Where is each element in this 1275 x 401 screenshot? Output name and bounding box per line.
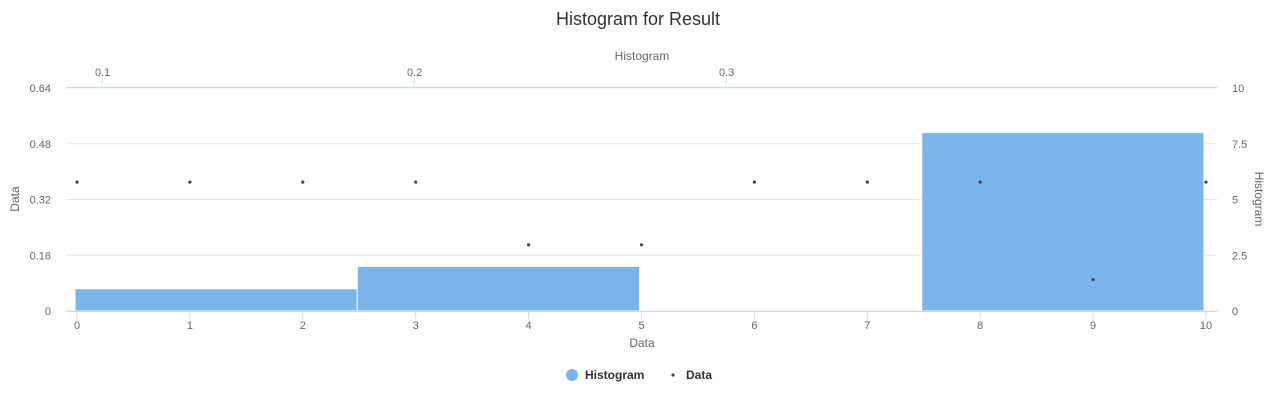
left-y-tick-label: 0.48 (30, 139, 51, 151)
top-x-tick-label: 0.2 (407, 67, 422, 79)
right-y-tick-label: 0 (1232, 306, 1238, 318)
bottom-x-tick-label: 7 (864, 320, 870, 332)
histogram-bar (921, 132, 1205, 312)
right-y-tick-label: 2.5 (1232, 250, 1247, 262)
legend-data-marker (671, 373, 675, 377)
data-point (865, 180, 869, 184)
left-y-tick-label: 0.16 (30, 250, 51, 262)
left-axis-title: Data (8, 186, 22, 212)
data-point (978, 180, 982, 184)
data-point (301, 180, 305, 184)
data-point (75, 180, 79, 184)
data-point (752, 180, 757, 184)
top-axis-title: Histogram (615, 49, 670, 63)
legend-histogram-label: Histogram (585, 368, 644, 382)
bottom-x-tick-label: 8 (977, 320, 983, 332)
legend-item-histogram[interactable]: Histogram (566, 368, 644, 382)
right-y-tick-label: 10 (1232, 83, 1244, 95)
chart-title: Histogram for Result (556, 9, 720, 29)
bottom-x-tick-label: 9 (1090, 320, 1096, 332)
histogram-bar (74, 288, 358, 312)
right-y-tick-label: 7.5 (1232, 139, 1247, 151)
top-x-tick-label: 0.1 (95, 67, 110, 79)
left-y-tick-label: 0.64 (30, 83, 51, 95)
data-point (1204, 180, 1208, 184)
bottom-x-tick-label: 4 (526, 320, 532, 332)
histogram-bar (356, 265, 640, 312)
data-point (188, 180, 192, 184)
legend: Histogram Data (566, 368, 712, 382)
data-point (527, 243, 531, 247)
left-y-tick-label: 0.32 (30, 195, 51, 207)
bottom-x-tick-label: 5 (638, 320, 644, 332)
legend-data-label: Data (686, 368, 712, 382)
legend-item-data[interactable]: Data (671, 368, 712, 382)
bottom-x-tick-label: 2 (300, 320, 306, 332)
right-y-tick-label: 5 (1232, 195, 1238, 207)
bottom-x-tick-label: 6 (751, 320, 757, 332)
legend-histogram-marker (566, 369, 578, 381)
bottom-x-tick-label: 3 (413, 320, 419, 332)
data-point (1091, 278, 1095, 282)
right-axis-title: Histogram (1252, 172, 1266, 227)
data-point (414, 180, 418, 184)
bottom-axis-title: Data (629, 336, 655, 350)
top-x-tick-label: 0.3 (719, 67, 734, 79)
data-point (639, 243, 644, 247)
bottom-x-tick-label: 0 (74, 320, 80, 332)
bottom-x-tick-label: 10 (1200, 320, 1212, 332)
bottom-x-tick-label: 1 (187, 320, 193, 332)
left-y-tick-label: 0 (45, 306, 51, 318)
